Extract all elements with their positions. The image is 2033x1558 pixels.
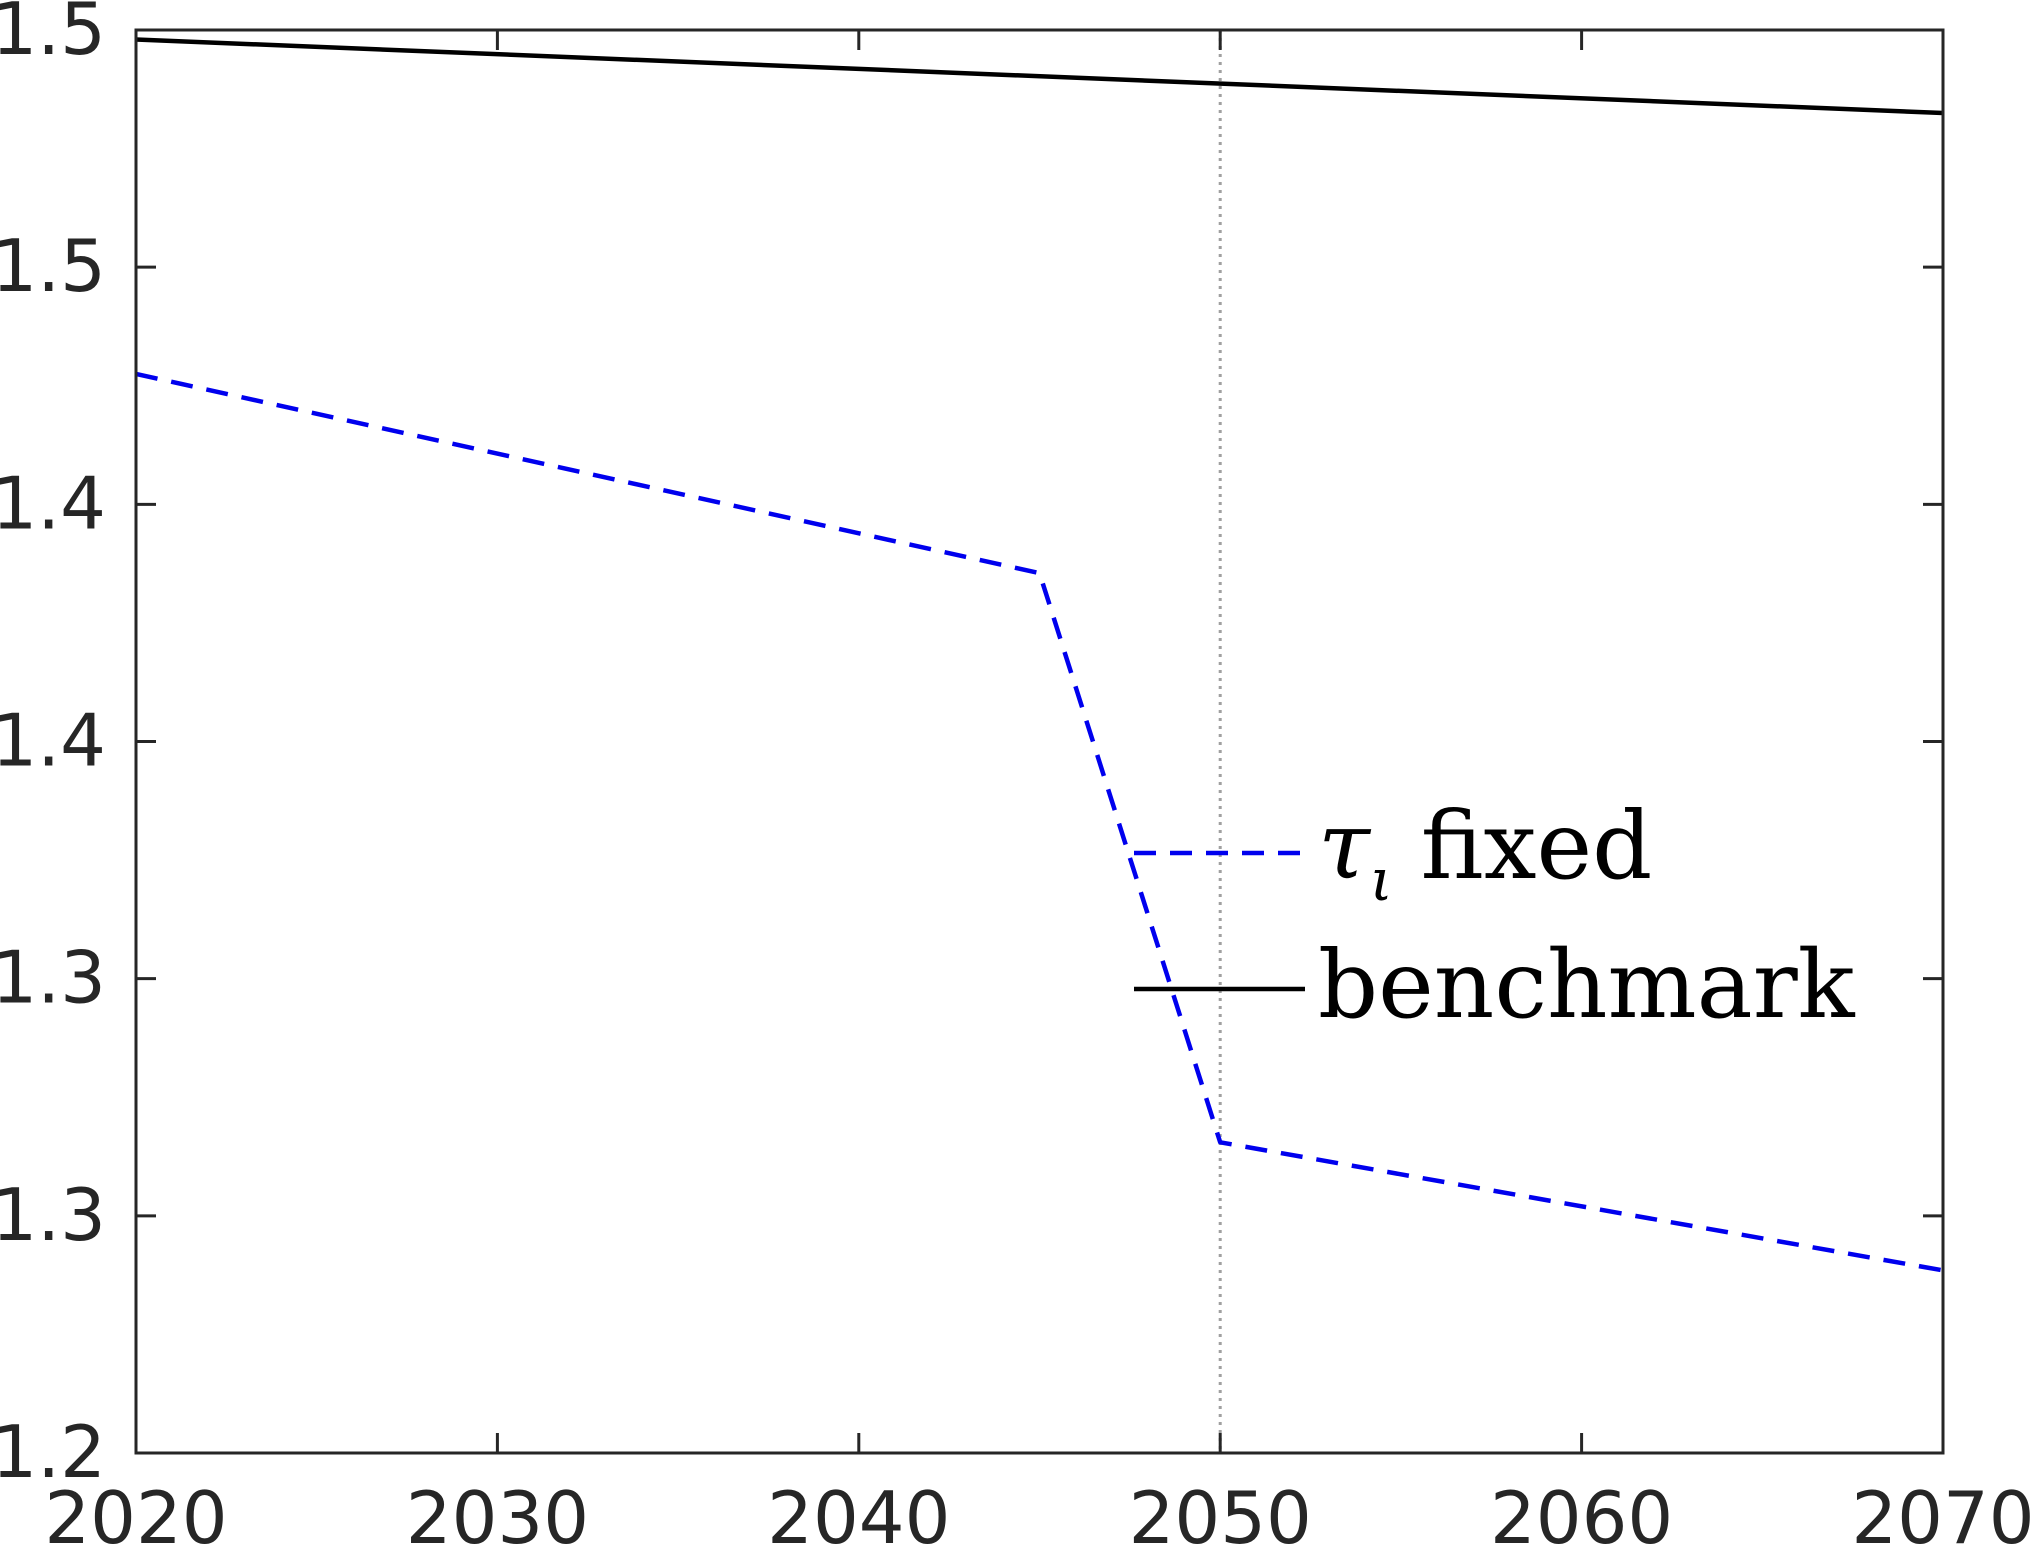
y-tick-label-6: 1.5	[0, 0, 106, 71]
x-tick-label-2020: 2020	[44, 1476, 227, 1553]
series-line-benchmark	[135, 37, 1944, 116]
legend: τι fixed benchmark	[1134, 792, 1856, 1040]
series-layer	[135, 37, 1944, 1273]
y-tick-label-2: 1.3	[0, 936, 106, 1020]
y-tick-label-3: 1.4	[0, 699, 106, 783]
legend-label-tau-fixed: τι fixed	[1318, 792, 1652, 914]
y-tick-label-1: 1.3	[0, 1173, 106, 1257]
x-tick-label-2050: 2050	[1129, 1476, 1312, 1553]
y-tick-label-5: 1.5	[0, 224, 106, 308]
x-tick-label-2040: 2040	[767, 1476, 950, 1553]
series-line-fixed	[135, 371, 1944, 1273]
y-tick-label-4: 1.4	[0, 461, 106, 545]
legend-label-benchmark: benchmark	[1318, 931, 1856, 1040]
x-tick-label-2070: 2070	[1851, 1476, 2033, 1553]
x-tick-label-2060: 2060	[1490, 1476, 1673, 1553]
y-tick-label-0: 1.2	[0, 1410, 106, 1494]
plot-frame	[134, 28, 1945, 1455]
x-tick-label-2030: 2030	[406, 1476, 589, 1553]
